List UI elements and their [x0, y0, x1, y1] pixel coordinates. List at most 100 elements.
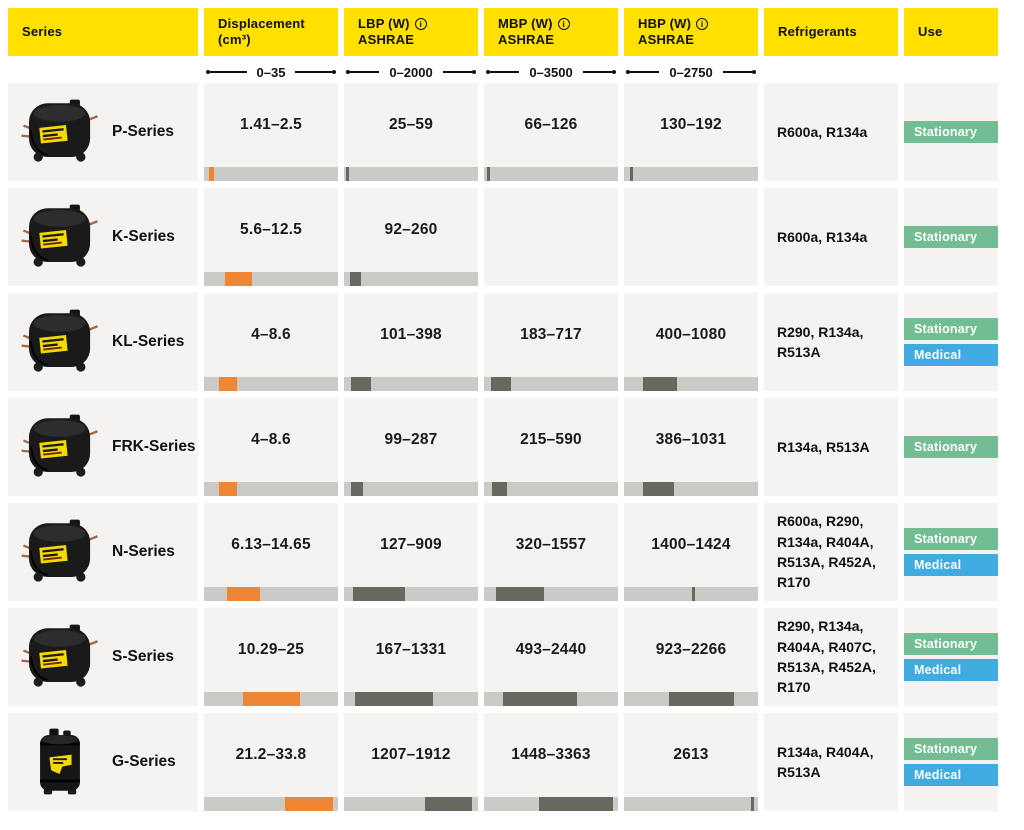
column-header-label-row: Displacement (cm³)	[218, 16, 338, 49]
series-cell: FRK-Series	[8, 398, 198, 496]
range-bar-segment	[486, 167, 490, 181]
use-cell: Stationary Medical	[904, 713, 998, 811]
range-bar-segment	[285, 797, 334, 811]
range-bar-segment	[751, 797, 755, 811]
range-bar	[204, 797, 338, 811]
range-bar-segment	[350, 272, 362, 286]
range-bar-segment	[539, 797, 613, 811]
value-cell-mbp: 1448–3363	[484, 713, 618, 811]
range-bar	[204, 167, 338, 181]
scale-range-label: 0–2000	[389, 64, 433, 80]
use-badge: Medical	[904, 344, 998, 366]
refrigerants-text: R290, R134a, R404A, R407C, R513A, R452A,…	[777, 618, 876, 696]
info-icon[interactable]: i	[696, 17, 709, 30]
value-cell-lbp: 101–398	[344, 293, 478, 391]
value-cell-displacement: 10.29–25	[204, 608, 338, 706]
range-value: 127–909	[380, 536, 442, 553]
scale-range-label: 0–3500	[529, 64, 573, 80]
value-cell-displacement: 21.2–33.8	[204, 713, 338, 811]
use-cell: Stationary Medical	[904, 293, 998, 391]
use-badge: Stationary	[904, 633, 998, 655]
range-bar-segment	[642, 482, 675, 496]
range-value: 2613	[673, 746, 709, 763]
value-cell-lbp: 167–1331	[344, 608, 478, 706]
value-cell-displacement: 6.13–14.65	[204, 503, 338, 601]
scale-dot	[626, 70, 630, 74]
range-value: 25–59	[388, 116, 434, 133]
refrigerants-text: R134a, R404A, R513A	[777, 743, 874, 780]
range-value: 4–8.6	[251, 326, 291, 343]
scale-range-label: 0–2750	[669, 64, 713, 80]
header-row: Series Displacement (cm³) LBP (W) i ASHRAE MB…	[8, 8, 1006, 56]
scale-spacer	[764, 63, 898, 81]
range-value: 493–2440	[515, 641, 587, 658]
column-header-label: Displacement (cm³)	[218, 15, 305, 47]
scale-dot	[612, 70, 617, 74]
value-cell-lbp: 92–260	[344, 188, 478, 286]
scale-mbp: 0–3500	[484, 63, 618, 81]
refrigerants-text: R600a, R134a	[777, 123, 868, 140]
range-bar-segment	[352, 587, 405, 601]
value-cell-lbp: 1207–1912	[344, 713, 478, 811]
column-header-mbp: MBP (W) i ASHRAE	[484, 8, 618, 56]
refrigerants-cell: R134a, R404A, R513A	[764, 713, 898, 811]
range-bar	[344, 482, 478, 496]
series-cell: K-Series	[8, 188, 198, 286]
range-value: 92–260	[384, 221, 438, 238]
range-bar	[624, 587, 758, 601]
range-value: 1448–3363	[511, 746, 591, 763]
scale-spacer	[904, 63, 998, 81]
info-icon[interactable]: i	[557, 17, 570, 30]
scale-displacement: 0–35	[204, 63, 338, 81]
use-badge: Stationary	[904, 226, 998, 248]
column-header-sublabel: ASHRAE	[638, 32, 695, 47]
value-cell-displacement: 4–8.6	[204, 398, 338, 496]
range-value: 215–590	[520, 431, 582, 448]
column-header-label-row: Use	[918, 24, 998, 40]
compressor-photo	[8, 97, 112, 167]
column-header-hbp: HBP (W) i ASHRAE	[624, 8, 758, 56]
range-bar	[484, 692, 618, 706]
scale-line	[295, 71, 333, 73]
compressor-comparison-table: Series Displacement (cm³) LBP (W) i ASHRAE MB…	[8, 8, 1006, 811]
scale-dot	[486, 70, 490, 74]
range-value: 5.6–12.5	[240, 221, 302, 238]
scale-line	[490, 71, 520, 73]
range-value: 1207–1912	[371, 746, 451, 763]
range-bar-segment	[209, 167, 214, 181]
range-bar-segment	[492, 482, 507, 496]
value-cell-mbp: 493–2440	[484, 608, 618, 706]
value-cell-mbp: 320–1557	[484, 503, 618, 601]
range-bar	[204, 272, 338, 286]
info-icon[interactable]: i	[414, 17, 427, 30]
scale-spacer	[8, 63, 198, 81]
range-bar-segment	[424, 797, 473, 811]
refrigerants-cell: R600a, R290, R134a, R404A, R513A, R452A,…	[764, 503, 898, 601]
range-bar	[624, 797, 758, 811]
scale-dot	[472, 70, 477, 74]
range-bar-segment	[668, 692, 735, 706]
column-header-sublabel-row: ASHRAE	[498, 32, 618, 48]
column-header-label: HBP (W)	[638, 15, 692, 31]
use-badge: Medical	[904, 764, 998, 786]
value-cell-displacement: 1.41–2.5	[204, 83, 338, 181]
column-header-sublabel: ASHRAE	[358, 32, 415, 47]
compressor-photo	[8, 517, 112, 587]
table-row: KL-Series 4–8.6 101–398 183–717 400–1080 R290…	[8, 293, 1006, 391]
range-bar-segment	[502, 692, 578, 706]
value-cell-mbp: 183–717	[484, 293, 618, 391]
column-header-label-row: Series	[22, 24, 198, 40]
column-header-sublabel: ASHRAE	[498, 32, 555, 47]
series-name: P-Series	[112, 123, 175, 140]
range-value: 21.2–33.8	[235, 746, 307, 763]
table-row: K-Series 5.6–12.5 92–260 R600a, R134a Statio…	[8, 188, 1006, 286]
scale-dot	[206, 70, 210, 74]
range-bar	[204, 692, 338, 706]
value-cell-hbp: 386–1031	[624, 398, 758, 496]
series-name: G-Series	[112, 753, 176, 770]
column-header-label-row: HBP (W) i	[638, 16, 758, 32]
range-value: 10.29–25	[237, 641, 305, 658]
column-header-label-row: LBP (W) i	[358, 16, 478, 32]
range-value: 167–1331	[375, 641, 447, 658]
use-badge: Stationary	[904, 121, 998, 143]
